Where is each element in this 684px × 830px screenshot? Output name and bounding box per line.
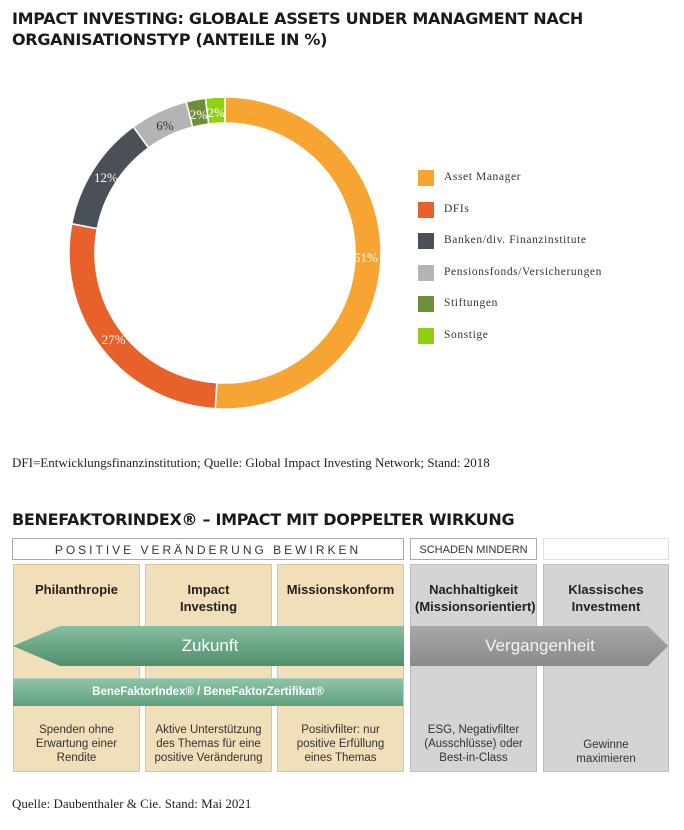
legend-label: DFIs — [444, 202, 470, 215]
column-philanthropie: Philanthropie Spenden ohne Erwartung ein… — [13, 564, 140, 772]
column-heading: Nachhaltigkeit (Missionsorientiert) — [415, 582, 536, 614]
donut-chart: 51% 27% 12% 6% 2% 2% — [68, 96, 382, 410]
chart-title: IMPACT INVESTING: GLOBALE ASSETS UNDER M… — [12, 9, 583, 49]
donut-slice-label-5: 2% — [207, 105, 225, 120]
legend-swatch — [418, 296, 434, 312]
column-description: Positivfilter: nur positive Erfüllung ei… — [296, 724, 385, 764]
diagram-source-note: Quelle: Daubenthaler & Cie. Stand: Mai 2… — [12, 796, 252, 811]
legend-swatch — [418, 327, 434, 344]
donut-slice-0 — [214, 96, 382, 410]
legend-swatch — [418, 201, 434, 218]
column-heading: Philanthropie — [34, 582, 119, 597]
header-positive-change: Positive Veränderung bewirken — [12, 538, 404, 560]
column-heading: Impact Investing — [179, 582, 238, 614]
column-heading: Missionskonform — [286, 582, 395, 597]
donut-slice-label-0: 51% — [354, 250, 378, 265]
arrow-left-shape — [13, 626, 404, 666]
donut-slice-5 — [204, 96, 226, 125]
column-heading: Klassisches Investment — [568, 582, 644, 614]
legend-swatch — [418, 233, 434, 249]
header-empty — [543, 538, 669, 560]
column-description: Gewinne maximieren — [576, 739, 636, 765]
column-missionskonform: Missionskonform Positivfilter: nur posit… — [277, 564, 404, 772]
arrow-left-label: Zukunft — [181, 636, 239, 655]
column-description: Aktive Unterstützung des Themas für eine… — [154, 724, 263, 764]
arrow-right-shape — [410, 626, 668, 666]
donut-slice-label-4: 2% — [190, 107, 208, 122]
legend-label: Pensionsfonds/Versicherungen — [444, 265, 602, 278]
chart-source-note: DFI=Entwicklungsfinanzinstitution; Quell… — [12, 455, 490, 470]
column-impact-investing: Impact Investing Aktive Unterstützung de… — [145, 564, 272, 772]
legend-label: Asset Manager — [444, 171, 522, 183]
legend-label: Banken/div. Finanzinstitute — [444, 234, 587, 246]
header-reduce-harm: Schaden mindern — [410, 538, 537, 560]
donut-slice-label-3: 6% — [156, 118, 174, 133]
column-description: Spenden ohne Erwartung einer Rendite — [35, 724, 118, 764]
column-description: ESG, Negativfilter (Ausschlüsse) oder Be… — [424, 724, 523, 764]
legend-label: Sonstige — [444, 328, 489, 341]
legend-swatch — [418, 264, 434, 281]
legend-label: Stiftungen — [444, 297, 498, 309]
column-nachhaltigkeit: Nachhaltigkeit (Missionsorientiert) ESG,… — [410, 564, 537, 772]
index-bar: BeneFaktorIndex® / BeneFaktorZertifikat® — [13, 678, 403, 706]
legend-swatch — [418, 170, 434, 186]
arrow-right-label: Vergangenheit — [485, 636, 595, 655]
donut-slice-label-2: 12% — [94, 170, 118, 185]
diagram-title: BENEFAKTORINDEX® – IMPACT MIT DOPPELTER … — [12, 510, 515, 529]
donut-slice-label-1: 27% — [102, 332, 126, 347]
column-klassisches-investment: Klassisches Investment Gewinne maximiere… — [543, 564, 669, 772]
